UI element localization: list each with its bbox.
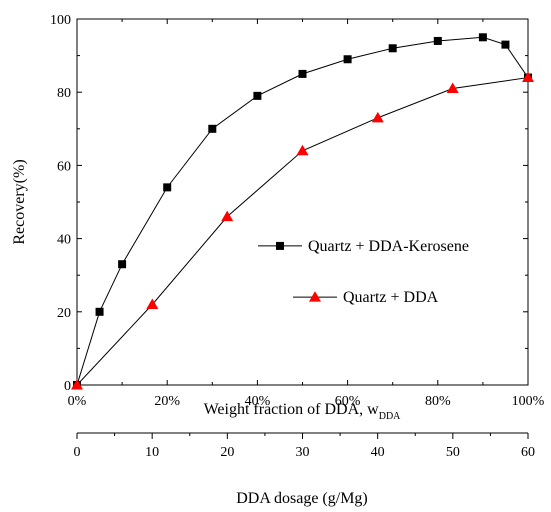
series-point-square [253,91,262,100]
x-axis-label: Weight fraction of DDA, wDDA [204,401,402,422]
secondary-axis-ticks: 0 10 20 30 40 50 60 [74,433,535,460]
y-tick-label: 60 [57,159,71,174]
secondary-x-tick-label: 60 [521,445,535,460]
y-tick-label: 100 [50,13,71,28]
series-point-triangle [221,210,234,222]
x-tick-label: 60% [335,394,361,409]
x-tick-label: 100% [512,394,545,409]
series-point-square [163,183,172,192]
series-point-square [343,55,352,64]
series-point-square [208,124,217,133]
series-point-triangle [71,379,83,390]
secondary-x-tick-label: 30 [296,445,310,460]
x-tick-label: 0% [68,394,87,409]
series-point-square [95,307,104,316]
series-point-square [118,260,127,269]
series-point-triangle [446,82,459,94]
axis-ticks: 0 20 40 60 80 100 0% 20% 40% 60% 80% 100% [50,13,545,409]
secondary-x-tick-label: 0 [74,445,81,460]
data-series [71,33,534,390]
series-point-square [298,69,307,78]
y-tick-label: 40 [57,233,71,248]
legend-label: Quartz + DDA [343,289,439,306]
series-point-triangle [371,111,384,123]
y-tick-label: 80 [57,86,71,101]
y-tick-label: 20 [57,306,71,321]
series-point-square [501,40,510,49]
series-point-triangle [296,144,309,156]
series-point-square [388,44,397,53]
legend: Quartz + DDA-Kerosene Quartz + DDA [258,238,469,306]
secondary-x-tick-label: 40 [371,445,385,460]
series-line [76,77,529,386]
series-point-triangle [146,298,159,309]
series-point-square [478,33,487,42]
legend-marker [276,241,284,250]
x-axis-label-main: Weight fraction of DDA, w [204,401,380,418]
x-tick-label: 80% [425,394,451,409]
y-axis-label: Recovery(%) [11,159,28,244]
secondary-x-axis-label: DDA dosage (g/Mg) [236,490,368,507]
series-point-square [433,36,442,45]
y-tick-label: 0 [64,379,71,394]
secondary-x-tick-label: 50 [446,445,460,460]
legend-marker [309,291,321,302]
series-line [76,36,529,386]
x-axis-label-subscript: DDA [379,411,401,422]
x-tick-label: 20% [154,394,180,409]
series-point-triangle [522,71,534,83]
x-tick-label: 40% [245,394,271,409]
secondary-x-tick-label: 10 [145,445,159,460]
legend-label: Quartz + DDA-Kerosene [308,238,469,255]
secondary-x-tick-label: 20 [220,445,234,460]
